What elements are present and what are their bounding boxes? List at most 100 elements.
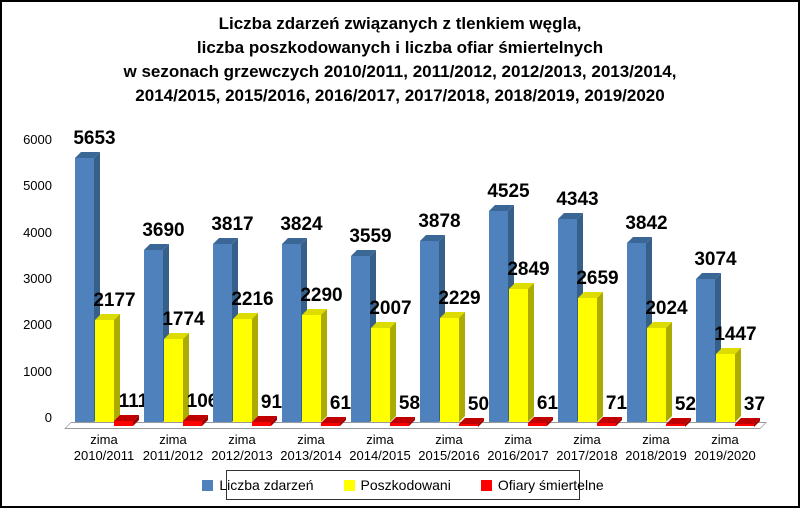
bar-front-face — [302, 315, 321, 422]
bar-fatalities — [252, 415, 277, 426]
x-axis-label-year: 2012/2013 — [211, 448, 273, 463]
y-tick-label: 3000 — [23, 271, 52, 286]
chart-title-line-1: Liczba zdarzeń związanych z tlenkiem węg… — [218, 14, 582, 33]
bar-fatalities — [321, 417, 346, 426]
bar-front-face — [597, 422, 616, 426]
bar-front-face — [578, 297, 597, 422]
bar-injured — [578, 291, 603, 422]
x-axis-label-prefix: zima — [366, 432, 394, 447]
chart-title: Liczba zdarzeń związanych z tlenkiem węg… — [2, 12, 798, 108]
data-label: 106 — [186, 391, 219, 413]
x-axis-label-year: 2010/2011 — [73, 448, 135, 463]
data-label: 61 — [329, 393, 352, 415]
legend: Liczba zdarzeń Poszkodowani Ofiary śmierte… — [202, 470, 604, 500]
data-label: 1447 — [714, 324, 757, 346]
data-label: 3842 — [625, 212, 668, 234]
bar-injured — [716, 348, 741, 422]
bar-events — [696, 272, 721, 422]
x-axis-label: zima 2017/2018 — [547, 432, 627, 464]
data-label: 50 — [467, 393, 490, 415]
data-label: 2849 — [507, 259, 550, 281]
bar-front-face — [558, 219, 577, 422]
legend-label: Ofiary śmiertelne — [497, 477, 604, 493]
data-label: 2024 — [645, 297, 688, 319]
bar-events — [75, 152, 100, 422]
legend-label: Poszkodowani — [360, 477, 451, 493]
bar-fatalities — [597, 416, 622, 426]
data-label: 37 — [743, 393, 766, 415]
legend-item: Liczba zdarzeń — [202, 477, 314, 493]
bar-fatalities — [459, 417, 484, 426]
bar-fatalities — [114, 414, 139, 426]
bar-front-face — [114, 420, 133, 426]
x-axis-label: zima 2015/2016 — [409, 432, 489, 464]
bar-front-face — [647, 327, 666, 422]
x-axis-label: zima 2012/2013 — [202, 432, 282, 464]
data-label: 3074 — [694, 248, 737, 270]
bar-events — [213, 237, 238, 422]
bar-injured — [647, 321, 672, 422]
x-axis-label-prefix: zima — [297, 432, 325, 447]
x-axis-label-prefix: zima — [642, 432, 670, 447]
bar-front-face — [666, 423, 685, 426]
bar-front-face — [351, 255, 370, 422]
x-axis-label: zima 2014/2015 — [340, 432, 420, 464]
bar-front-face — [735, 423, 754, 426]
bar-front-face — [183, 421, 202, 426]
bar-fatalities — [528, 417, 553, 426]
bar-injured — [440, 311, 465, 422]
bar-front-face — [213, 243, 232, 422]
bar-front-face — [716, 354, 735, 422]
x-axis-label-year: 2015/2016 — [418, 448, 480, 463]
x-axis-label-prefix: zima — [711, 432, 739, 447]
x-axis-label-year: 2018/2019 — [625, 448, 687, 463]
bar-events — [627, 236, 652, 422]
x-axis-label-year: 2019/2020 — [694, 448, 756, 463]
x-axis-label-year: 2014/2015 — [349, 448, 411, 463]
data-label: 1774 — [162, 309, 205, 331]
x-axis-label-year: 2011/2012 — [142, 448, 204, 463]
bar-fatalities — [390, 417, 415, 426]
x-axis-label-prefix: zima — [504, 432, 532, 447]
x-axis-label-prefix: zima — [228, 432, 256, 447]
data-label: 3817 — [211, 213, 254, 235]
bar-injured — [233, 312, 258, 422]
bar-events — [420, 235, 445, 422]
data-label: 2659 — [576, 267, 619, 289]
data-label: 2007 — [369, 298, 412, 320]
chart-title-line-2: liczba poszkodowanych i liczba ofiar śmi… — [196, 38, 604, 57]
bar-front-face — [440, 317, 459, 422]
bar-events — [558, 213, 583, 422]
x-axis-label: zima 2010/2011 — [64, 432, 144, 464]
data-label: 4525 — [487, 180, 530, 202]
bar-front-face — [164, 339, 183, 422]
data-label: 3824 — [280, 213, 323, 235]
bar-fatalities — [735, 417, 760, 426]
bar-front-face — [371, 328, 390, 422]
y-tick-label: 6000 — [23, 132, 52, 147]
bar-front-face — [420, 241, 439, 422]
x-axis-label: zima 2011/2012 — [133, 432, 213, 464]
bar-events — [144, 243, 169, 422]
x-axis-label-prefix: zima — [159, 432, 187, 447]
bar-front-face — [390, 423, 409, 426]
data-label: 91 — [260, 391, 283, 413]
y-tick-label: 5000 — [23, 178, 52, 194]
bar-front-face — [75, 158, 94, 422]
data-label: 71 — [605, 392, 628, 414]
legend-item: Poszkodowani — [343, 477, 451, 493]
y-tick-label: 0 — [44, 410, 52, 425]
y-tick-label: 2000 — [23, 317, 52, 333]
data-label: 5653 — [73, 128, 116, 150]
data-label: 2290 — [300, 285, 343, 307]
bar-front-face — [233, 318, 252, 422]
bar-front-face — [696, 278, 715, 422]
bar-front-face — [282, 243, 301, 422]
data-label: 2216 — [231, 288, 274, 310]
bar-front-face — [321, 423, 340, 426]
x-axis-label: zima 2013/2014 — [271, 432, 351, 464]
x-axis-label-year: 2016/2017 — [487, 448, 549, 463]
bar-front-face — [252, 421, 271, 426]
chart-title-line-3: w sezonach grzewczych 2010/2011, 2011/20… — [123, 62, 677, 81]
